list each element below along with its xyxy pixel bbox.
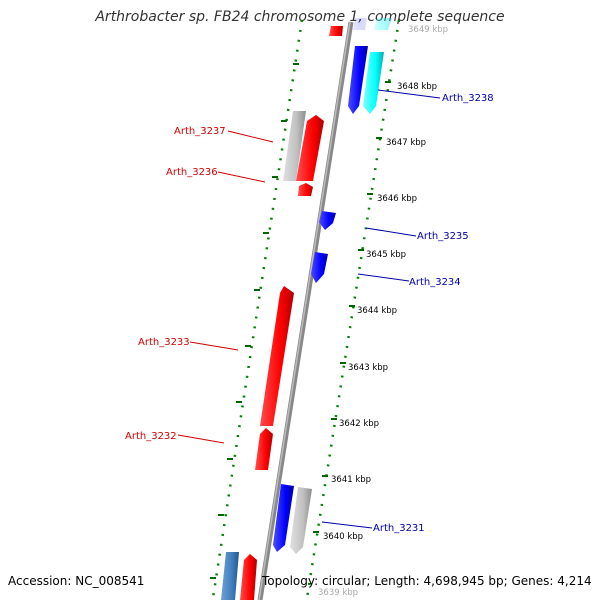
kbp-label: 3643 kbp: [348, 363, 388, 373]
kbp-label: 3645 kbp: [366, 250, 406, 260]
gene-label-left[interactable]: Arth_3236: [166, 167, 218, 178]
gene-arth-3236[interactable]: [298, 183, 313, 196]
kbp-labels: 3649 kbp 3648 kbp 3647 kbp 3646 kbp 3645…: [318, 25, 448, 598]
gene-arth-3235[interactable]: [319, 211, 336, 230]
gene-top-faded-blue[interactable]: [353, 18, 367, 30]
gene-labels-left: Arth_3237 Arth_3236 Arth_3233 Arth_3232: [125, 126, 226, 442]
kbp-label: 3644 kbp: [357, 306, 397, 316]
kbp-label: 3641 kbp: [331, 475, 371, 485]
gene-label-right[interactable]: Arth_3238: [442, 93, 494, 104]
ruler-ticks-right: [313, 81, 391, 533]
gene-arth-3237-pseudo[interactable]: [283, 111, 306, 181]
gene-top-faded-cyan[interactable]: [374, 18, 392, 30]
gene-arth-3238-blue[interactable]: [348, 46, 368, 114]
gene-small-top-red[interactable]: [329, 26, 343, 36]
gene-bottom-steel[interactable]: [221, 552, 239, 600]
minus-strand-genes: [273, 18, 392, 554]
gene-label-right[interactable]: Arth_3234: [409, 277, 461, 288]
plus-strand-genes: [221, 26, 343, 600]
gene-arth-3237[interactable]: [296, 115, 324, 181]
ruler-dashes-left: [210, 63, 299, 579]
chart-title: Arthrobacter sp. FB24 chromosome 1, comp…: [95, 9, 505, 25]
accession-text: Accession: NC_008541: [8, 574, 145, 588]
gene-arth-3232[interactable]: [255, 428, 273, 470]
gene-arth-3231-blue[interactable]: [273, 484, 294, 552]
kbp-label: 3639 kbp: [318, 588, 358, 598]
gene-label-right[interactable]: Arth_3231: [373, 523, 425, 534]
gene-label-left[interactable]: Arth_3233: [138, 337, 190, 348]
kbp-label: 3642 kbp: [339, 419, 379, 429]
gene-arth-3233[interactable]: [260, 286, 294, 426]
gene-arth-3234[interactable]: [311, 252, 328, 283]
kbp-label: 3648 kbp: [397, 82, 437, 92]
kbp-label: 3640 kbp: [323, 532, 363, 542]
topology-text: Topology: circular; Length: 4,698,945 bp…: [262, 574, 592, 588]
kbp-label: 3649 kbp: [408, 25, 448, 35]
gene-bottom-red[interactable]: [240, 554, 257, 600]
gene-labels-right: Arth_3238 Arth_3235 Arth_3234 Arth_3231: [373, 93, 494, 534]
gene-label-left[interactable]: Arth_3237: [174, 126, 226, 137]
kbp-label: 3647 kbp: [386, 138, 426, 148]
gene-label-right[interactable]: Arth_3235: [417, 231, 469, 242]
kbp-label: 3646 kbp: [377, 194, 417, 204]
chromosome-backbone: [257, 21, 354, 600]
gene-arth-3238[interactable]: [363, 52, 384, 114]
gene-label-left[interactable]: Arth_3232: [125, 431, 177, 442]
label-connectors: [177, 89, 441, 529]
chromosome-backbone-highlight: [258, 21, 351, 600]
gene-arth-3231-pseudo[interactable]: [290, 487, 312, 554]
